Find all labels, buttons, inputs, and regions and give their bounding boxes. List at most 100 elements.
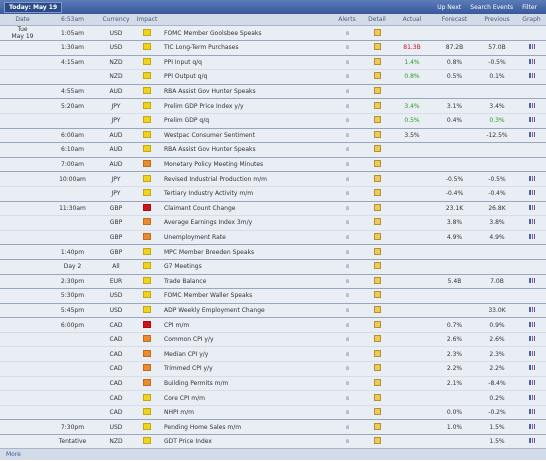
event[interactable]: Prelim GDP q/q — [164, 117, 210, 125]
detail-icon[interactable] — [373, 335, 381, 343]
event[interactable]: Trade Balance — [164, 277, 207, 285]
today-button[interactable]: Today: May 19 — [4, 1, 63, 13]
alert-icon[interactable] — [345, 147, 349, 152]
footer[interactable]: More — [0, 448, 546, 460]
event[interactable]: Pending Home Sales m/m — [164, 423, 242, 431]
graph-icon[interactable] — [528, 204, 535, 210]
graph-icon[interactable] — [528, 44, 535, 50]
graph-icon[interactable] — [528, 438, 535, 444]
alert-icon[interactable] — [345, 30, 349, 35]
alert-icon[interactable] — [345, 249, 349, 254]
alert-icon[interactable] — [345, 59, 349, 64]
event[interactable]: Building Permits m/m — [164, 379, 229, 387]
event[interactable]: Revised Industrial Production m/m — [164, 175, 267, 183]
detail-icon[interactable] — [373, 160, 381, 168]
event[interactable]: NHPI m/m — [164, 409, 195, 417]
event[interactable]: Tertiary Industry Activity m/m — [164, 190, 254, 198]
graph-icon[interactable] — [528, 277, 535, 283]
event[interactable]: Trimmed CPI y/y — [164, 365, 213, 373]
graph-icon[interactable] — [528, 117, 535, 123]
event[interactable]: GDT Price Index — [164, 438, 212, 446]
alert-icon[interactable] — [345, 205, 349, 210]
detail-icon[interactable] — [373, 320, 381, 328]
detail-icon[interactable] — [373, 130, 381, 138]
event[interactable]: Claimant Count Change — [164, 204, 236, 212]
detail-icon[interactable] — [373, 247, 381, 255]
event[interactable]: FOMC Member Waller Speaks — [164, 292, 253, 300]
alert-icon[interactable] — [345, 103, 349, 108]
alert-icon[interactable] — [345, 220, 349, 225]
detail-icon[interactable] — [373, 378, 381, 386]
detail-icon[interactable] — [373, 437, 381, 445]
graph-icon[interactable] — [528, 234, 535, 240]
graph-icon[interactable] — [528, 73, 535, 79]
event[interactable]: PPI Output q/q — [164, 73, 208, 81]
alert-icon[interactable] — [345, 45, 349, 50]
alert-icon[interactable] — [345, 380, 349, 385]
alert-icon[interactable] — [345, 74, 349, 79]
event[interactable]: TIC Long-Term Purchases — [164, 44, 239, 52]
detail-icon[interactable] — [373, 408, 381, 416]
event[interactable]: MPC Member Breeden Speaks — [164, 248, 255, 256]
event[interactable]: Average Earnings Index 3m/y — [164, 219, 253, 227]
alert-icon[interactable] — [345, 424, 349, 429]
detail-icon[interactable] — [373, 393, 381, 401]
alert-icon[interactable] — [345, 191, 349, 196]
alert-icon[interactable] — [345, 351, 349, 356]
event[interactable]: Monetary Policy Meeting Minutes — [164, 161, 264, 169]
graph-icon[interactable] — [528, 379, 535, 385]
graph-icon[interactable] — [528, 365, 535, 371]
alert-icon[interactable] — [345, 162, 349, 167]
event[interactable]: PPI Input q/q — [164, 58, 202, 66]
graph-icon[interactable] — [528, 350, 535, 356]
alert-icon[interactable] — [345, 235, 349, 240]
event[interactable]: Median CPI y/y — [164, 350, 209, 358]
alert-icon[interactable] — [345, 439, 349, 444]
detail-icon[interactable] — [373, 276, 381, 284]
search[interactable]: Search Events — [470, 3, 514, 11]
graph-icon[interactable] — [528, 175, 535, 181]
alert-icon[interactable] — [345, 89, 349, 94]
detail-icon[interactable] — [373, 101, 381, 109]
event[interactable]: Core CPI m/m — [164, 394, 205, 402]
detail-icon[interactable] — [373, 145, 381, 153]
detail-icon[interactable] — [373, 43, 381, 51]
alert-icon[interactable] — [345, 132, 349, 137]
alert-icon[interactable] — [345, 307, 349, 312]
event[interactable]: CPI m/m — [164, 321, 190, 329]
detail-icon[interactable] — [373, 291, 381, 299]
graph-icon[interactable] — [528, 321, 535, 327]
event[interactable]: RBA Assist Gov Hunter Speaks — [164, 88, 256, 96]
graph-icon[interactable] — [528, 409, 535, 415]
graph-icon[interactable] — [528, 131, 535, 137]
alert-icon[interactable] — [345, 395, 349, 400]
detail-icon[interactable] — [373, 57, 381, 65]
detail-icon[interactable] — [373, 116, 381, 124]
event[interactable]: ADP Weekly Employment Change — [164, 306, 265, 314]
alert-icon[interactable] — [345, 293, 349, 298]
alert-icon[interactable] — [345, 264, 349, 269]
graph-icon[interactable] — [528, 336, 535, 342]
event[interactable]: G7 Meetings — [164, 263, 202, 271]
graph-icon[interactable] — [528, 58, 535, 64]
alert-icon[interactable] — [345, 118, 349, 123]
up-next[interactable]: Up Next — [437, 3, 462, 11]
event[interactable]: Prelim GDP Price Index y/y — [164, 102, 244, 110]
graph-icon[interactable] — [528, 102, 535, 108]
detail-icon[interactable] — [373, 262, 381, 270]
graph-icon[interactable] — [528, 190, 535, 196]
graph-icon[interactable] — [528, 394, 535, 400]
event[interactable]: Common CPI y/y — [164, 336, 214, 344]
alert-icon[interactable] — [345, 322, 349, 327]
alert-icon[interactable] — [345, 410, 349, 415]
detail-icon[interactable] — [373, 189, 381, 197]
event[interactable]: FOMC Member Goolsbee Speaks — [164, 29, 262, 37]
event[interactable]: RBA Assist Gov Hunter Speaks — [164, 146, 256, 154]
detail-icon[interactable] — [373, 174, 381, 182]
event[interactable]: Unemployment Rate — [164, 234, 226, 242]
filter[interactable]: Filter — [522, 3, 537, 11]
alert-icon[interactable] — [345, 278, 349, 283]
alert-icon[interactable] — [345, 366, 349, 371]
detail-icon[interactable] — [373, 422, 381, 430]
detail-icon[interactable] — [373, 28, 381, 36]
